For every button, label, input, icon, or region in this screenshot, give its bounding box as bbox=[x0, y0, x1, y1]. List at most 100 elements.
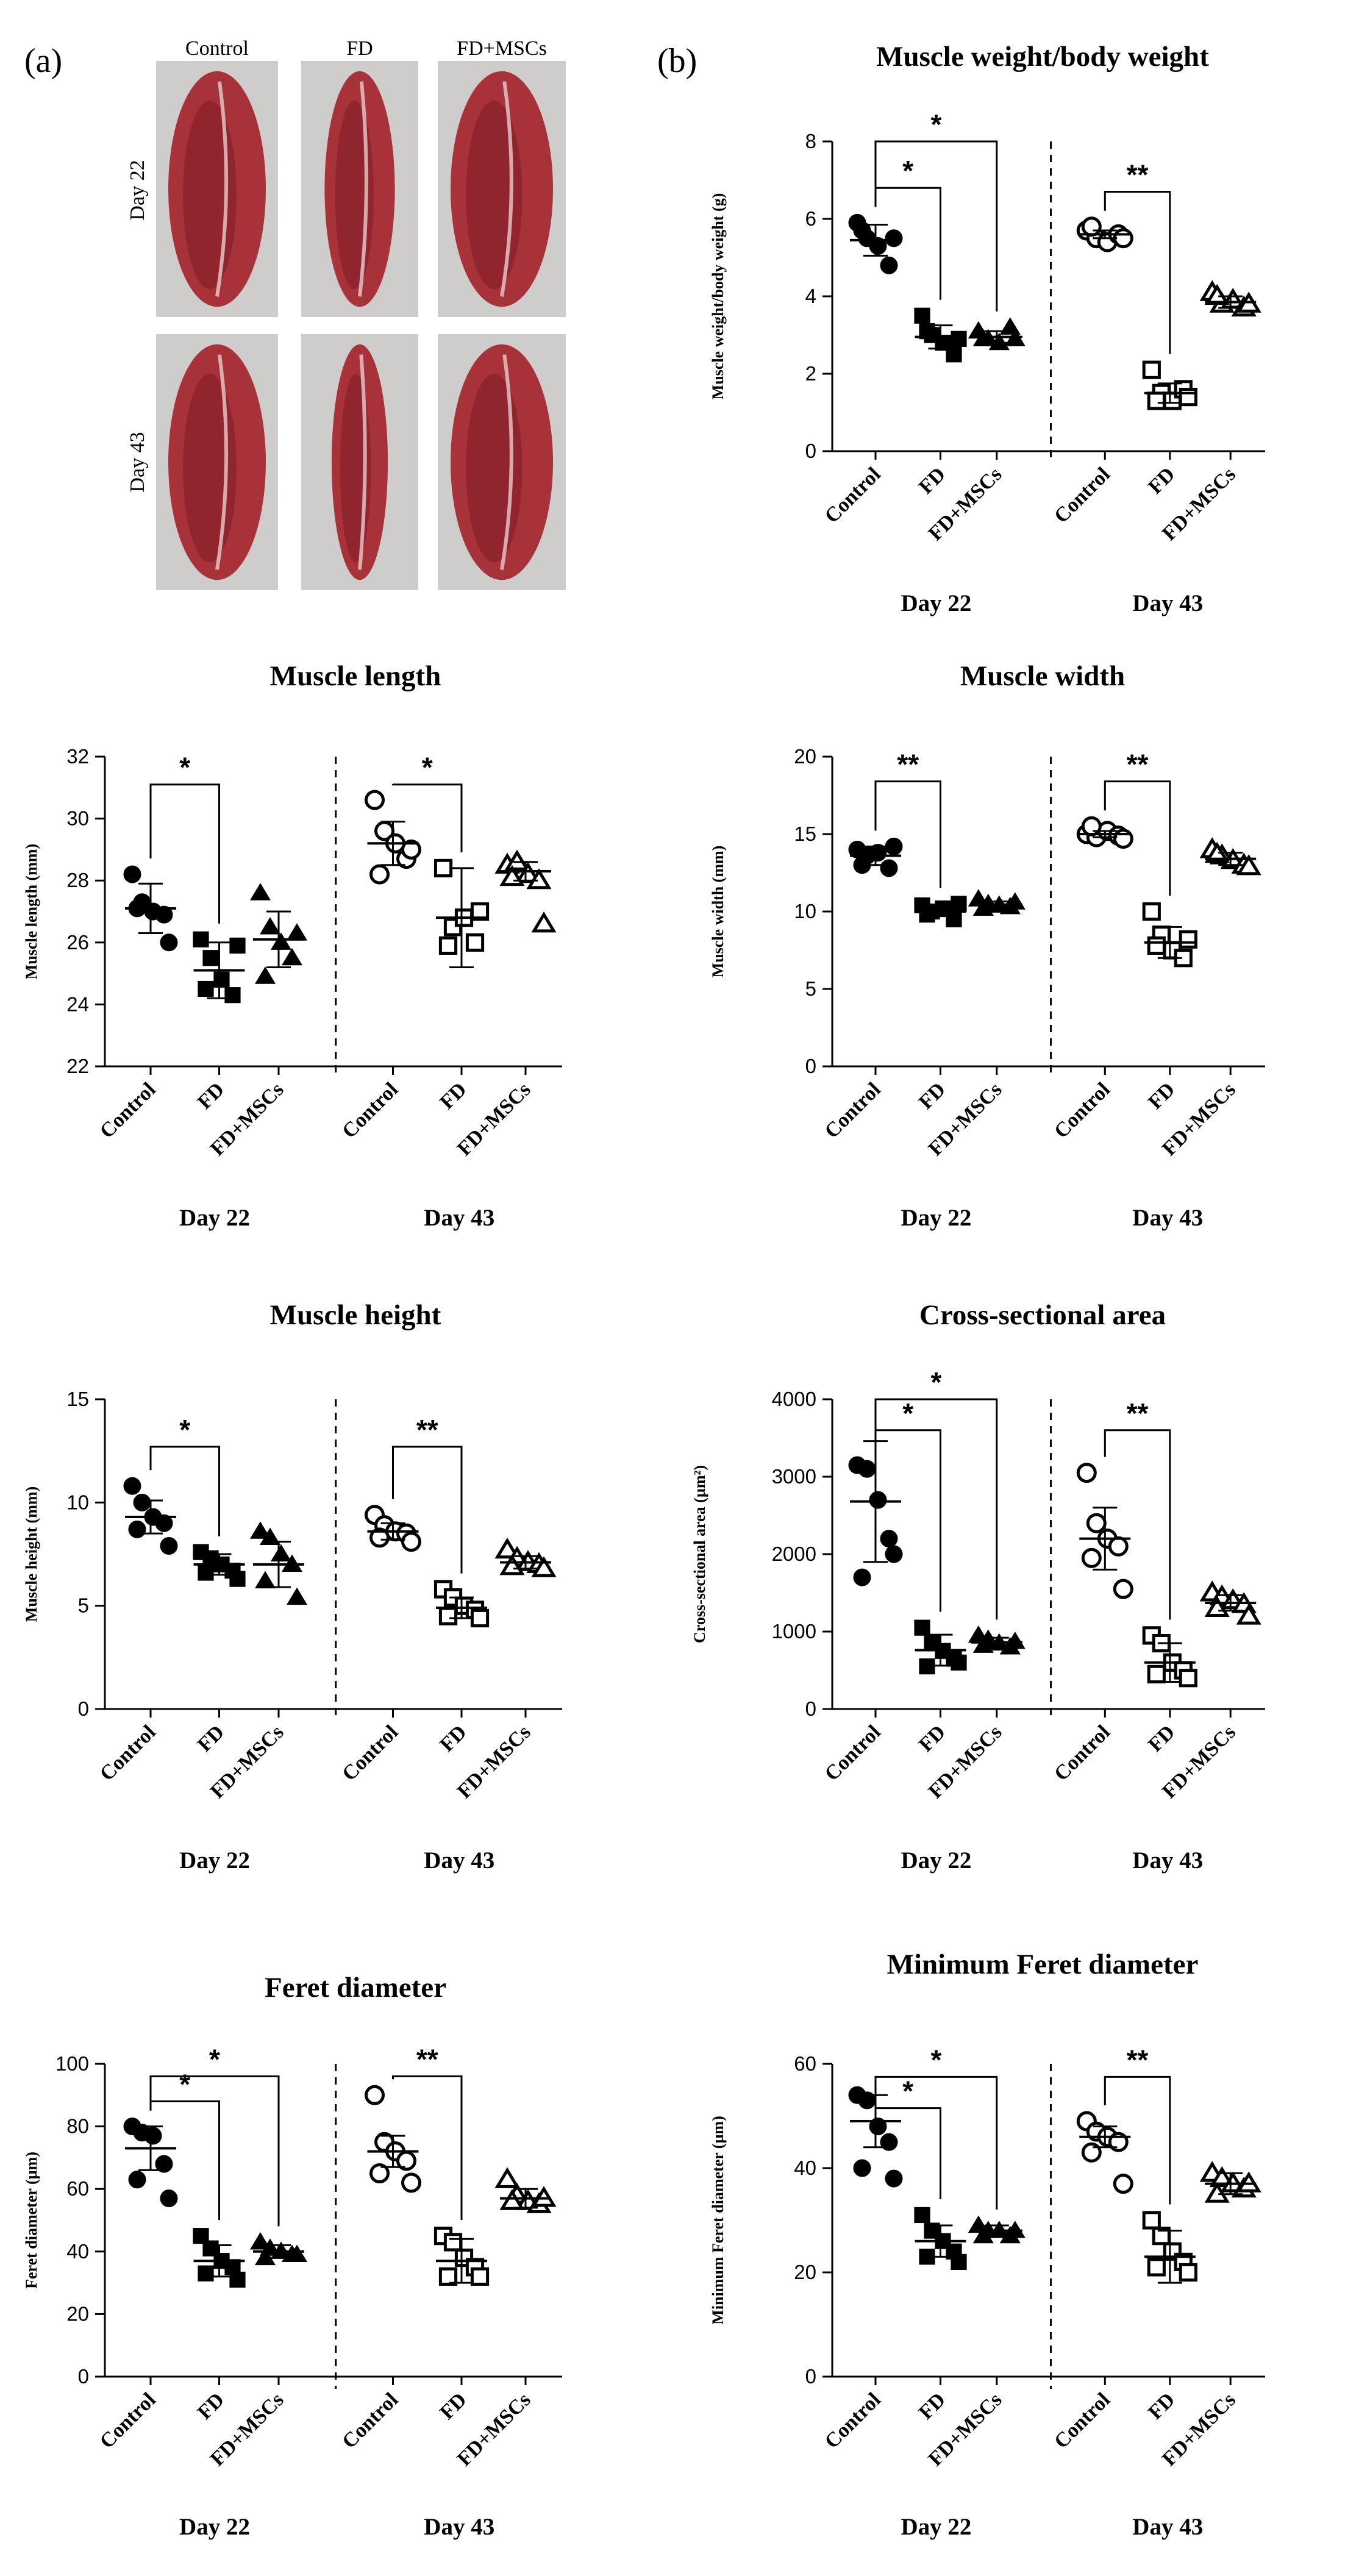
y-axis-label: Minimum Feret diameter (µm) bbox=[709, 2116, 727, 2325]
data-point bbox=[229, 937, 246, 954]
series-control-day-22 bbox=[848, 2086, 903, 2188]
data-point bbox=[1179, 2263, 1197, 2282]
data-point bbox=[123, 1477, 141, 1495]
bracket-line bbox=[149, 2075, 280, 2227]
photo-row-label-day22: Day 22 bbox=[126, 160, 149, 220]
data-point bbox=[1081, 1547, 1102, 1568]
data-point bbox=[880, 859, 898, 877]
data-point bbox=[1081, 816, 1102, 837]
data-point bbox=[1113, 1579, 1133, 1599]
series-control-day-22 bbox=[123, 1477, 178, 1555]
significance-bracket: * bbox=[874, 109, 998, 312]
data-point bbox=[224, 987, 241, 1004]
series-fd-day-22 bbox=[914, 307, 967, 363]
series-fd-day-43 bbox=[1142, 902, 1197, 968]
data-point bbox=[1081, 2142, 1102, 2163]
y-tick-label: 28 bbox=[66, 869, 89, 891]
data-point bbox=[951, 330, 967, 347]
y-tick-label: 15 bbox=[66, 1388, 89, 1410]
data-point bbox=[365, 2085, 385, 2105]
group-label-day43: Day 43 bbox=[1132, 1205, 1203, 1231]
y-axis-label: Muscle length (mm) bbox=[23, 844, 40, 979]
series-control-day-22 bbox=[848, 1440, 903, 1586]
data-point bbox=[919, 906, 935, 923]
significance-label: ** bbox=[1127, 1397, 1149, 1429]
group-label-day22: Day 22 bbox=[901, 1847, 971, 1874]
significance-label: * bbox=[179, 752, 190, 783]
data-point bbox=[1204, 2182, 1230, 2203]
chart-title: Muscle length bbox=[270, 660, 441, 692]
muscle-tendon bbox=[500, 81, 513, 297]
data-point bbox=[880, 1530, 898, 1548]
series-fd-mscs-day-22 bbox=[968, 1625, 1026, 1655]
bracket-line bbox=[149, 783, 220, 924]
significance-bracket: * bbox=[149, 752, 220, 924]
muscle-shading bbox=[466, 374, 523, 563]
series-control-day-22 bbox=[123, 865, 178, 952]
data-point bbox=[1142, 360, 1161, 379]
series-fd-mscs-day-22 bbox=[249, 1521, 308, 1605]
series-fd-day-22 bbox=[193, 2228, 246, 2288]
data-point bbox=[935, 900, 951, 917]
y-tick-label: 15 bbox=[794, 822, 816, 845]
data-point bbox=[229, 1571, 246, 1587]
bracket-line bbox=[1104, 2075, 1171, 2205]
series-fd-day-22 bbox=[914, 1619, 967, 1675]
group-label-day43: Day 43 bbox=[1132, 1847, 1203, 1874]
data-point bbox=[914, 1619, 930, 1636]
data-point bbox=[123, 865, 141, 883]
series-fd-day-43 bbox=[433, 1580, 490, 1628]
data-point bbox=[443, 2233, 463, 2252]
bracket-line bbox=[1104, 191, 1171, 354]
group-label-day22: Day 22 bbox=[179, 2514, 250, 2540]
y-tick-label: 0 bbox=[78, 2365, 89, 2388]
data-point bbox=[254, 1571, 276, 1589]
data-point bbox=[1142, 902, 1161, 921]
significance-label: ** bbox=[416, 2044, 438, 2075]
significance-bracket: ** bbox=[1104, 2044, 1171, 2205]
series-fd-mscs-day-43 bbox=[494, 2167, 557, 2213]
y-tick-label: 40 bbox=[66, 2240, 89, 2263]
data-point bbox=[972, 1635, 994, 1653]
significance-label: * bbox=[209, 2044, 220, 2075]
chart-title: Feret diameter bbox=[265, 1972, 446, 2003]
data-point bbox=[880, 2133, 898, 2151]
bracket-line bbox=[1104, 1429, 1171, 1620]
y-tick-label: 60 bbox=[794, 2052, 816, 2075]
data-point bbox=[914, 307, 930, 324]
chart-title: Muscle width bbox=[960, 660, 1125, 692]
y-tick-label: 20 bbox=[794, 745, 816, 768]
bracket-line bbox=[874, 1398, 998, 1620]
series-control-day-43 bbox=[365, 2085, 421, 2193]
bracket-line bbox=[874, 140, 998, 312]
data-point bbox=[160, 2189, 178, 2208]
significance-label: * bbox=[930, 2044, 941, 2075]
group-label-day43: Day 43 bbox=[1132, 590, 1203, 616]
data-point bbox=[972, 2225, 994, 2244]
data-point bbox=[853, 1568, 871, 1586]
chart-title: Minimum Feret diameter bbox=[887, 1949, 1199, 1980]
muscle-shading bbox=[183, 101, 237, 290]
bracket-line bbox=[149, 1446, 220, 1536]
series-fd-mscs-day-43 bbox=[1199, 280, 1261, 317]
significance-bracket: * bbox=[874, 1366, 998, 1620]
bracket-line bbox=[874, 2075, 998, 2210]
chart-title: Muscle height bbox=[270, 1299, 441, 1331]
group-label-day22: Day 22 bbox=[179, 1847, 250, 1874]
y-tick-label: 2 bbox=[805, 362, 816, 385]
series-fd-mscs-day-22 bbox=[249, 883, 308, 984]
y-tick-label: 6 bbox=[805, 207, 816, 230]
data-point bbox=[946, 911, 962, 927]
data-point bbox=[885, 1545, 903, 1563]
photo-column-label-control: Control bbox=[185, 37, 249, 60]
series-control-day-43 bbox=[365, 790, 421, 885]
significance-label: * bbox=[902, 1397, 913, 1429]
data-point bbox=[155, 1514, 173, 1532]
y-tick-label: 10 bbox=[66, 1491, 89, 1513]
series-fd-mscs-day-43 bbox=[1199, 1580, 1261, 1625]
significance-label: ** bbox=[416, 1414, 438, 1446]
significance-label: * bbox=[179, 1414, 190, 1446]
data-point bbox=[198, 980, 214, 997]
bracket-line bbox=[392, 1446, 463, 1574]
